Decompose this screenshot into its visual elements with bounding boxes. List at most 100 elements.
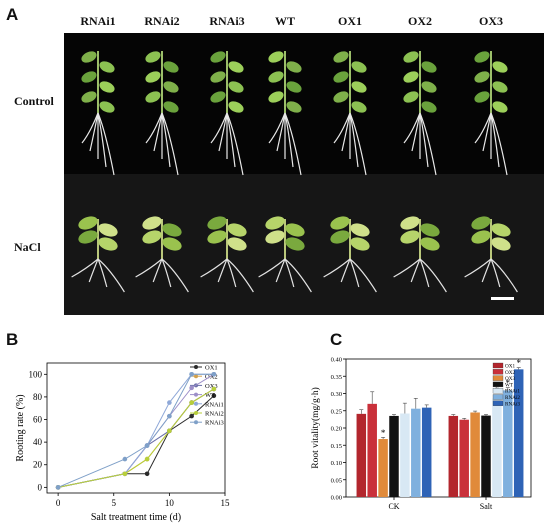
y-tick-label: 0 [38,482,43,492]
control-plant-leaf [145,51,161,63]
y-tick-label: 20 [33,460,43,470]
data-point-rnai3 [167,413,172,419]
column-label-rnai2: RNAi2 [144,14,180,28]
nacl-plant-leaf [98,237,118,251]
control-plant-leaf [474,71,490,83]
control-plant-leaf [228,101,244,113]
nacl-plant-leaf [420,223,440,237]
control-plant-root [153,112,163,152]
x-category-label: Salt [480,502,493,511]
control-plant-root [403,112,421,144]
control-plant-leaf [492,81,508,93]
control-plant-leaf [99,101,115,113]
nacl-plant-leaf [207,230,227,244]
nacl-plant-root [349,258,360,288]
y-tick-label: 100 [29,369,43,379]
data-point-ox1 [189,413,194,419]
nacl-plant-leaf [491,223,511,237]
control-plant-leaf [286,81,302,93]
nacl-plant-root [135,258,163,278]
nacl-plant-root [226,258,237,288]
data-point-wt [189,385,194,391]
nacl-plant-root [410,258,421,283]
column-label-ox2: OX2 [408,14,432,28]
nacl-plant-root [152,258,163,283]
legend-marker [194,392,198,397]
nacl-plant-leaf [285,223,305,237]
x-tick-label: 10 [165,498,175,508]
bar-ox3-ck [378,439,388,497]
legend-swatch [492,388,504,394]
nacl-plant-root [464,258,492,278]
nacl-plant-root [349,258,377,293]
bar-rnai2-ck [411,408,421,497]
legend-marker [194,420,198,425]
bar-rnai1-ck [400,413,410,497]
nacl-plant-root [200,258,228,278]
nacl-plant-root [393,258,421,278]
panel-c-letter: C [330,330,343,349]
significance-star: * [506,378,511,388]
nacl-plant-root [226,258,254,293]
y-tick-label: 0.40 [331,357,342,364]
nacl-plant-leaf [207,216,227,230]
nacl-plant-leaf [78,230,98,244]
data-point-ox1 [211,393,217,399]
control-plant-root [145,112,163,144]
bar-ox2-salt [459,419,469,497]
nacl-plant-leaf [162,237,182,251]
control-plant-root [97,112,107,168]
control-plant-leaf [333,51,349,63]
bar-ox3-salt [470,412,480,497]
data-point-rnai3 [144,443,150,448]
bar-ox2-ck [367,403,377,497]
control-plant-root [411,112,421,152]
nacl-plant-leaf [227,237,247,251]
series-line-rnai1 [58,373,214,488]
control-plant-leaf [268,91,284,103]
y-tick-label: 0.30 [331,391,342,398]
nacl-plant-leaf [265,216,285,230]
control-plant-root [226,112,244,176]
bar-rnai3-ck [421,407,432,497]
series-line-rnai2 [58,388,215,488]
legend-swatch [492,369,504,375]
control-plant-root [268,112,286,144]
control-plant-root [218,112,228,152]
control-row-background [64,33,544,174]
data-point-rnai2 [122,471,128,477]
control-plant-leaf [210,91,226,103]
control-plant-root [482,112,492,152]
legend-swatch [492,394,504,400]
nacl-plant-root [275,258,286,283]
legend-label: RNAi2 [205,411,224,418]
nacl-plant-root [161,258,172,288]
nacl-plant-root [217,258,228,283]
nacl-plant-root [71,258,99,278]
legend-marker [194,401,198,406]
nacl-plant-leaf [285,237,305,251]
nacl-plant-root [481,258,492,283]
row-label-control: Control [14,94,54,108]
column-label-wt: WT [274,14,295,28]
legend-swatch [492,400,504,406]
control-plant-leaf [403,51,419,63]
control-plant-leaf [99,61,115,73]
data-point-rnai3 [211,372,217,377]
legend-swatch [492,375,504,381]
root-vitality-bar-chart: 0.00 0.05 0.10 0.15 0.20 0.25 0.30 0.35 0.40 Root… [310,357,532,511]
control-plant-leaf [421,61,437,73]
control-plant-leaf [421,81,437,93]
control-plant-root [349,112,359,168]
nacl-plant-root [258,258,286,278]
column-label-rnai1: RNAi1 [80,14,116,28]
control-plant-root [474,112,492,144]
control-plant-leaf [474,91,490,103]
bar-ox1-salt [448,415,459,497]
nacl-plant-root [97,258,108,288]
nacl-plant-leaf [265,230,285,244]
legend-label: RNAi2 [505,395,520,401]
legend-label: WT [505,382,514,388]
control-plant-leaf [81,91,97,103]
y-tick-label: 60 [33,415,43,425]
